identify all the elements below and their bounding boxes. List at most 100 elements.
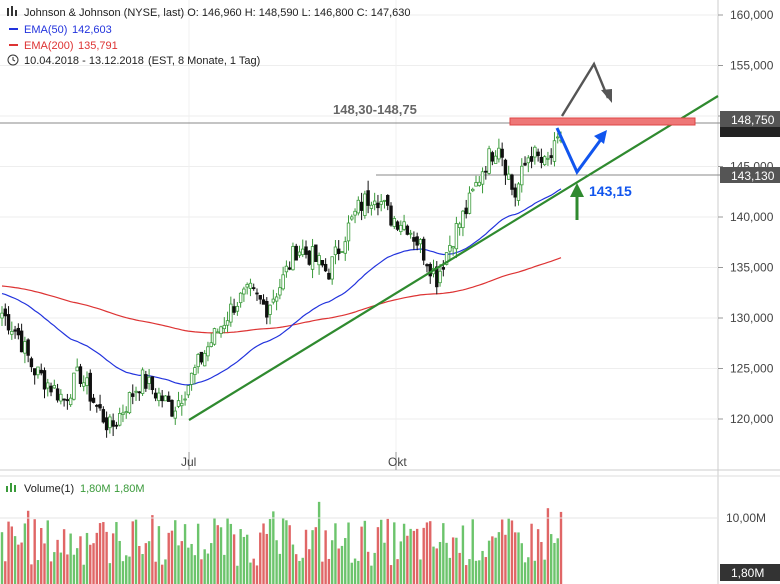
volume-bar: [357, 560, 360, 584]
volume-bar: [504, 534, 507, 584]
candle-body: [55, 388, 60, 401]
candle-body: [170, 399, 174, 417]
candle-body: [199, 351, 204, 363]
volume-bar: [461, 525, 465, 584]
x-axis: Jul Okt: [181, 0, 407, 470]
candle-body: [301, 248, 305, 256]
clock-icon: [7, 54, 19, 66]
candle-body: [337, 248, 341, 254]
candle-body: [219, 326, 223, 334]
candle-body: [258, 295, 262, 300]
candle-body: [49, 385, 53, 393]
volume-bar: [259, 532, 262, 584]
volume-bar: [262, 523, 265, 584]
candle-body: [95, 404, 99, 407]
candle-body: [82, 382, 86, 387]
volume-bar: [432, 546, 435, 584]
volume-bar: [26, 510, 30, 584]
volume-bar: [291, 544, 295, 584]
volume-bar: [399, 541, 403, 584]
candle-body: [6, 314, 11, 331]
volume-bar: [66, 554, 69, 584]
candle-body: [114, 424, 119, 427]
volume-bar: [134, 519, 138, 584]
volume-bar: [36, 560, 40, 584]
volume-bar: [366, 551, 370, 584]
candle-body: [369, 204, 374, 209]
candle-body: [225, 320, 230, 326]
candle-body: [16, 327, 21, 336]
candle-body: [0, 312, 4, 319]
volume-bar: [272, 511, 275, 584]
volume-bar: [89, 544, 92, 584]
volume-bar: [147, 541, 151, 584]
candle-body: [78, 366, 83, 384]
volume-bar: [7, 521, 10, 584]
candle-body: [464, 207, 468, 215]
legend: Johnson & Johnson (NYSE, last) O: 146,96…: [7, 6, 410, 67]
volume-bar: [317, 501, 321, 584]
candle-body: [477, 181, 481, 186]
volume-bar: [412, 530, 416, 584]
volume-bar: [321, 561, 324, 584]
candle-body: [461, 210, 465, 229]
volume-bar: [164, 559, 167, 584]
volume-bar: [13, 536, 17, 584]
volume-bar: [102, 522, 105, 584]
candle-body: [392, 218, 396, 227]
volume-bar: [95, 532, 99, 584]
candle-body: [310, 246, 315, 270]
candle-body: [229, 303, 233, 323]
candle-body: [248, 282, 253, 289]
candle-body: [255, 292, 259, 295]
candle-body: [212, 328, 217, 345]
price-tick-label: 120,000: [730, 412, 774, 426]
candle-body: [59, 393, 63, 402]
candle-body: [451, 246, 455, 249]
volume-bar: [484, 557, 488, 584]
candle-body: [402, 221, 406, 230]
candle-body: [399, 224, 403, 233]
candle-body: [29, 358, 34, 368]
volume-bar: [275, 540, 278, 584]
volume-bar: [324, 530, 327, 584]
volume-bar: [497, 532, 501, 584]
candle-body: [209, 342, 213, 347]
volume-bar: [4, 561, 7, 584]
candle-body: [10, 330, 14, 335]
volume-icon-bar1: [6, 486, 8, 492]
volume-bar: [59, 552, 63, 584]
candle-body: [444, 252, 449, 265]
candle-body: [405, 225, 410, 235]
candle-body: [281, 274, 285, 290]
candle-body: [317, 255, 321, 266]
candle-body: [245, 284, 249, 288]
volume-bar: [281, 518, 285, 584]
volume-bar: [69, 533, 72, 584]
volume-bar: [210, 543, 213, 584]
candle-body: [506, 173, 511, 180]
volume-icon-bar3: [14, 485, 16, 492]
volume-bar: [196, 523, 200, 584]
volume-bar: [347, 522, 350, 584]
candle-body: [206, 346, 210, 357]
volume-bar: [520, 543, 523, 584]
uptrend-line: [188, 95, 719, 421]
candle-body: [542, 156, 547, 166]
volume-bar: [337, 548, 340, 584]
volume-bar: [311, 530, 314, 584]
candle-body: [127, 392, 132, 414]
instrument-summary: Johnson & Johnson (NYSE, last) O: 146,96…: [24, 7, 410, 19]
volume-bar: [517, 532, 520, 584]
candle-body: [533, 146, 537, 158]
candle-body: [516, 183, 521, 201]
candle-body: [153, 392, 158, 399]
candle-body: [13, 329, 17, 332]
candle-body: [539, 156, 544, 163]
volume-bar: [213, 518, 216, 584]
candle-body: [529, 156, 534, 162]
ema50-line: [1, 188, 562, 386]
candle-body: [291, 246, 295, 271]
volume-label: Volume(1): [24, 483, 74, 495]
candle-body: [418, 239, 423, 245]
